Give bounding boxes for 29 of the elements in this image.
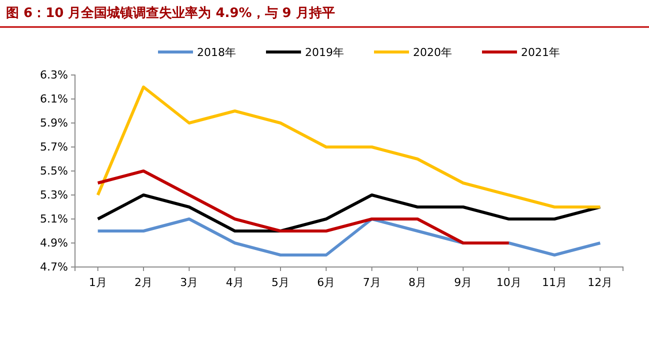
y-tick-label: 6.3% (40, 68, 68, 82)
x-tick-label: 6月 (317, 276, 336, 290)
chart-title: 图 6：10 月全国城镇调查失业率为 4.9%，与 9 月持平 (6, 5, 335, 21)
x-tick-label: 2月 (134, 276, 152, 290)
x-tick-label: 12月 (588, 276, 613, 290)
y-tick-label: 4.7% (40, 260, 68, 274)
legend-label: 2018年 (197, 46, 236, 59)
line-series (96, 170, 510, 244)
legend-label: 2019年 (305, 46, 344, 59)
x-tick-label: 7月 (362, 276, 381, 290)
x-tick-label: 4月 (226, 276, 244, 290)
y-tick-label: 4.9% (40, 236, 68, 250)
y-tick-label: 5.7% (40, 140, 68, 154)
y-tick-label: 5.1% (40, 212, 68, 226)
y-tick-label: 5.5% (40, 164, 68, 178)
x-tick-label: 3月 (180, 276, 198, 290)
y-tick-label: 6.1% (40, 92, 68, 106)
y-tick-label: 5.9% (40, 116, 68, 130)
legend-label: 2020年 (413, 46, 452, 59)
legend-label: 2021年 (521, 46, 560, 59)
x-tick-label: 11月 (542, 276, 567, 290)
x-tick-label: 10月 (496, 276, 522, 290)
x-tick-label: 5月 (272, 276, 290, 290)
line-series (96, 194, 602, 232)
y-tick-label: 5.3% (40, 188, 68, 202)
x-tick-label: 1月 (88, 276, 107, 290)
x-tick-label: 9月 (454, 276, 472, 290)
line-series (96, 86, 602, 208)
x-tick-label: 8月 (408, 276, 426, 290)
